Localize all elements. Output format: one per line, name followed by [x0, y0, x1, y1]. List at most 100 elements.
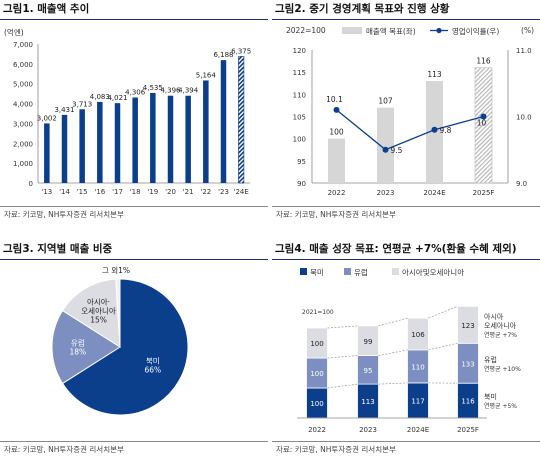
x-tick-label: '17: [112, 188, 123, 196]
y2-tick-label: 10.0: [516, 114, 532, 122]
line-value-label: 10.1: [326, 95, 343, 104]
connector-line: [428, 306, 458, 319]
segment-value-label: 123: [461, 322, 474, 330]
y-tick-label: 1,000: [13, 160, 33, 168]
bar-value-label: 107: [378, 97, 393, 106]
connector-line: [378, 382, 408, 385]
panel-growth-target: 그림4. 매출 성장 목표: 연평균 +7%(환율 수혜 제외) 북미 유럽 아시아…: [272, 240, 540, 465]
y-tick-label: 3,000: [13, 120, 33, 128]
connector-line: [378, 349, 408, 356]
source-divider: [272, 206, 540, 207]
y-tick-label: 100: [293, 136, 306, 144]
y-tick-label: 7,000: [13, 41, 33, 49]
source-note: 자료: 키코망, NH투자증권 리서치본부: [4, 445, 124, 454]
connector-line: [327, 355, 358, 359]
revenue-bar: [79, 109, 85, 183]
margin-point: [480, 113, 487, 120]
pie-slice: [61, 278, 189, 416]
panel-title: 그림3. 지역별 매출 비중: [0, 240, 268, 260]
slice-label: 18%: [70, 348, 87, 357]
panel-regional-share: 그림3. 지역별 매출 비중 북미 66% 유럽 18% 아시아· 오세아니아 15% 그 외…: [0, 240, 268, 465]
growth-annotation: 연평균 +10%: [484, 365, 521, 373]
y-tick-label: 4,000: [13, 101, 33, 109]
revenue-bar: [238, 56, 245, 184]
y2-tick-label: 11.0: [516, 47, 532, 55]
bar-value-label: 4,021: [107, 94, 127, 102]
slice-label: 북미: [146, 357, 160, 366]
x-tick-label: '24E: [234, 188, 249, 196]
bar-value-label: 6,375: [231, 47, 251, 55]
x-tick-label: '21: [183, 188, 194, 196]
x-tick-label: 2024E: [423, 189, 445, 197]
bar-value-label: 5,164: [196, 71, 217, 79]
slice-label: 아시아·: [87, 297, 110, 307]
legend-swatch-target: [342, 27, 362, 34]
revenue-bar-chart: (억엔) 0 1,000 2,000 3,000 4,000 5,000 6,000 7,000…: [4, 27, 251, 196]
bar-value-label: 4,083: [90, 93, 110, 101]
index-note: 2021=100: [302, 309, 334, 316]
revenue-bar: [185, 95, 191, 183]
legend-swatch: [392, 268, 399, 275]
margin-point: [333, 106, 340, 113]
midterm-plan-chart: 2022=100 (%) 매출액 목표(좌) 영업이익률(우) 90 95 100 105 11…: [286, 26, 534, 197]
x-tick-label: '18: [130, 188, 141, 196]
segment-value-label: 133: [461, 360, 474, 368]
segment-value-label: 95: [364, 367, 373, 375]
revenue-bar: [132, 97, 138, 183]
stack-segment: [407, 317, 429, 351]
segment-value-label: 99: [364, 338, 373, 346]
x-tick-label: '22: [200, 188, 211, 196]
panel-midterm-plan: 그림2. 중기 경영계획 목표와 진행 상황 2022=100 (%) 매출액 목표…: [272, 0, 540, 232]
panel-title: 그림2. 중기 경영계획 목표와 진행 상황: [272, 0, 540, 20]
segment-value-label: 100: [310, 340, 323, 348]
legend-swatch: [300, 268, 307, 275]
growth-annotation: 오세아니아: [484, 321, 517, 330]
revenue-bar: [203, 80, 209, 183]
revenue-bar: [167, 95, 174, 183]
x-tick-label: 2025F: [457, 426, 479, 434]
source-divider: [272, 441, 540, 442]
x-tick-label: 2023: [359, 426, 377, 434]
pie-slice: [51, 309, 121, 385]
target-bar: [328, 138, 345, 183]
target-bar: [377, 107, 394, 183]
slice-label: 66%: [144, 366, 161, 375]
legend-marker: [436, 27, 442, 34]
line-value-label: 9.5: [391, 146, 403, 155]
target-bar: [474, 67, 493, 184]
bar-value-label: 4,396: [160, 87, 181, 95]
stack-segment: [457, 306, 479, 344]
y-axis-unit: (억엔): [4, 27, 24, 37]
x-tick-label: 2025F: [473, 189, 495, 197]
growth-stacked-chart: 북미 유럽 아시아및오세아니아2021=1001001001002022113959…: [297, 267, 521, 434]
revenue-bar: [150, 92, 156, 183]
margin-point: [431, 126, 438, 133]
y-tick-label: 2,000: [13, 140, 33, 148]
growth-annotation: 유럽: [484, 355, 497, 364]
source-note: 자료: 키코망, NH투자증권 리서치본부: [276, 445, 396, 454]
growth-annotation: 연평균 +7%: [484, 331, 517, 339]
revenue-bar: [97, 101, 103, 183]
y-tick-label: 0: [29, 180, 33, 188]
segment-value-label: 110: [411, 363, 424, 371]
panel-title: 그림1. 매출액 추이: [0, 0, 268, 20]
line-value-label: 9.8: [440, 126, 452, 135]
slice-label: 유럽: [71, 339, 85, 348]
bar-value-label: 3,431: [54, 106, 74, 114]
source-note: 자료: 키코망, NH투자증권 리서치본부: [4, 210, 124, 219]
legend-swatch: [344, 268, 351, 275]
legend-label: 영업이익률(우): [452, 26, 499, 36]
x-tick-label: '16: [94, 188, 105, 196]
y2-tick-label: 9.0: [516, 180, 527, 188]
stack-segment: [357, 325, 379, 357]
line-value-label: 10: [477, 119, 487, 128]
slice-label: 15%: [90, 316, 107, 325]
bar-value-label: 4,394: [178, 87, 199, 95]
y-tick-label: 5,000: [13, 81, 33, 89]
growth-annotation: 아시아: [484, 312, 504, 321]
margin-point: [382, 146, 389, 153]
legend-label: 북미: [310, 268, 324, 277]
y-tick-label: 115: [293, 69, 306, 77]
pie-slice: [115, 278, 121, 348]
